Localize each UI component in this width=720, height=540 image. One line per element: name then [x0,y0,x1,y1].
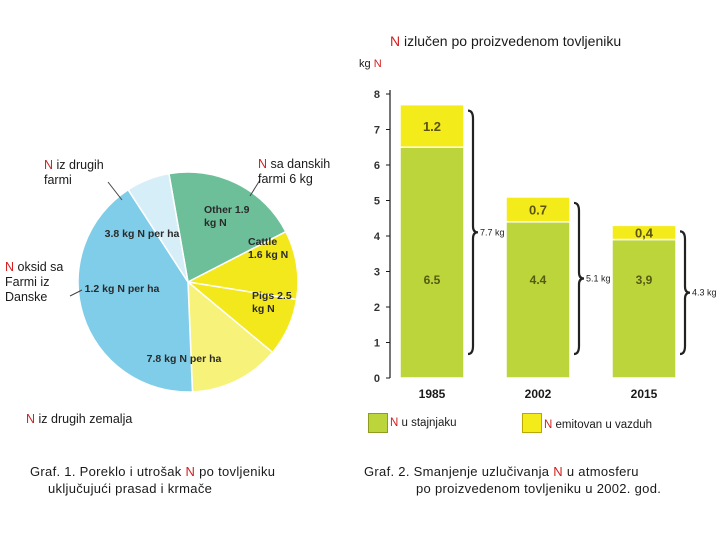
bar-unit-label: kg N [359,58,382,70]
pie-slices [77,171,299,393]
total-label-2002: 5.1 kg [586,273,611,283]
bar-chart-title: N izlučen po proizvedenom tovljeniku [390,33,622,49]
total-brace-1985 [467,109,479,356]
y-tick-label-5: 5 [374,196,380,208]
label-other-countries: N iz drugih zemalja [26,412,133,426]
pie-caption: Graf. 1. Poreklo i utrošak N po tovljeni… [30,463,330,497]
x-category-2002: 2002 [525,387,552,401]
y-tick-label-0: 0 [374,373,380,385]
x-category-2015: 2015 [631,387,658,401]
bar-air-1985 [399,103,465,148]
y-tick-label-4: 4 [374,231,381,243]
y-tick-label-6: 6 [374,160,380,172]
bar-caption: Graf. 2. Smanjenje uzlučivanja N u atmos… [364,463,714,497]
pie-chart: 3.8 kg N per ha Other 1.9 kg N Cattle 1.6 kg… [69,171,299,393]
pie-slice-0 [168,171,287,284]
legend-manure: N u stajnjaku [390,417,457,429]
pie-slice-label-1: Other 1.9 kg N [204,204,250,229]
leader-line-farms [107,181,123,201]
bar-air-value-2002: 0.7 [529,202,547,217]
pie-slice-label-3: Pigs 2.5 kg N [252,290,292,315]
bar-caption-line2: po proizvedenom tovljeniku u 2002. god. [416,481,662,496]
label-oxide: N oksid sa Farmi iz Danske [5,260,64,304]
bar-air-value-2015: 0,4 [635,225,654,240]
total-brace-2002 [573,201,585,356]
bar-total-braces: 7.7 kg 5.1 kg 4.3 kg [467,109,717,356]
legend-swatch-air [522,413,542,433]
total-label-2015: 4.3 kg [692,288,717,298]
bar-air-2002 [505,196,571,223]
bar-marks: 6.5 1.2 4.4 0.7 3,9 0,4 [399,103,677,379]
bar-caption-line1: Graf. 2. Smanjenje uzlučivanja N u atmos… [364,464,639,479]
pie-caption-line2: uključujući prasad i krmače [48,481,213,496]
y-tick-label-8: 8 [374,89,380,101]
pie-slice-5 [127,172,189,283]
pie-slice-4 [77,188,194,393]
pie-slice-3 [187,280,274,393]
bar-chart: 0 1 2 3 4 5 6 7 8 1985 2002 2015 6.5 1.2 4.4 0.7 3,9 0,4… [374,89,717,401]
legend-air: N emitovan u vazduh [544,419,653,431]
bar-manure-1985 [399,146,465,379]
y-tick-label-7: 7 [374,125,380,137]
y-tick-label-3: 3 [374,267,380,279]
pie-slice-label-5: 1.2 kg N per ha [85,283,160,295]
y-tick-label-1: 1 [374,338,380,350]
total-label-1985: 7.7 kg [480,227,505,237]
bar-manure-2002 [505,221,571,379]
leader-line-oxide [69,289,83,297]
bar-manure-2015 [611,238,677,379]
bar-manure-value-2002: 4.4 [530,273,547,287]
bar-manure-value-2015: 3,9 [636,273,653,287]
x-category-1985: 1985 [419,387,446,401]
leader-line-danish [249,179,261,197]
pie-slice-label-2: Cattle 1.6 kg N [248,236,288,261]
bar-axis: 0 1 2 3 4 5 6 7 8 1985 2002 2015 [374,89,658,401]
pie-caption-line1: Graf. 1. Poreklo i utrošak N po tovljeni… [30,464,276,479]
legend-swatch-manure [368,413,388,433]
pie-slice-label-0: 3.8 kg N per ha [105,228,180,240]
bar-manure-value-1985: 6.5 [424,273,441,287]
bar-air-2015 [611,224,677,241]
pie-slice-labels: 3.8 kg N per ha Other 1.9 kg N Cattle 1.6 kg… [85,204,292,365]
pie-slice-label-4: 7.8 kg N per ha [147,353,222,365]
label-farms: N iz drugih farmi [44,158,104,187]
bar-air-value-1985: 1.2 [423,119,441,134]
label-danish-farms: N sa danskih farmi 6 kg [258,157,331,186]
total-brace-2015 [679,230,691,356]
y-tick-label-2: 2 [374,302,380,314]
